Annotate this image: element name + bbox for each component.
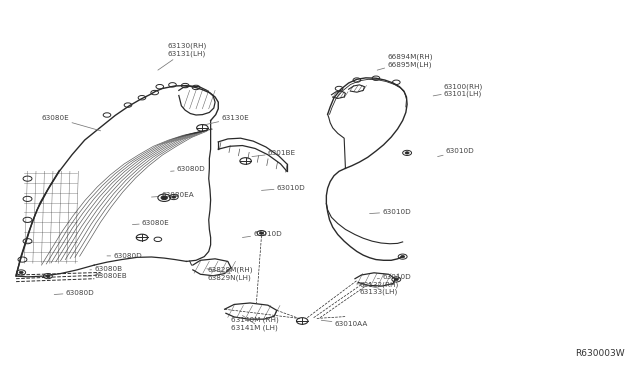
Text: 63080B: 63080B — [90, 266, 122, 272]
Text: 63130(RH)
63131(LH): 63130(RH) 63131(LH) — [158, 43, 207, 70]
Text: 63080D: 63080D — [171, 166, 205, 173]
Text: 63080EA: 63080EA — [152, 192, 194, 198]
Text: 63010D: 63010D — [369, 209, 411, 215]
Text: 63010AA: 63010AA — [321, 320, 368, 327]
Text: 63140M (RH)
63141M (LH): 63140M (RH) 63141M (LH) — [231, 315, 279, 331]
Text: 63130E: 63130E — [202, 115, 249, 125]
Text: 63080E: 63080E — [132, 220, 170, 226]
Circle shape — [259, 232, 264, 234]
Circle shape — [394, 278, 398, 280]
Circle shape — [172, 196, 176, 198]
Text: 63010D: 63010D — [377, 274, 411, 280]
Circle shape — [19, 271, 23, 273]
Text: 63010D: 63010D — [438, 148, 475, 157]
Text: 63100(RH)
63101(LH): 63100(RH) 63101(LH) — [433, 83, 483, 97]
Text: 63080E: 63080E — [42, 115, 100, 131]
Circle shape — [161, 196, 168, 200]
Text: 6301BE: 6301BE — [252, 150, 296, 157]
Circle shape — [401, 256, 404, 258]
Text: 63080EB: 63080EB — [83, 273, 127, 279]
Text: 63010D: 63010D — [262, 185, 305, 191]
Text: 63132(RH)
63133(LH): 63132(RH) 63133(LH) — [357, 281, 399, 295]
Text: R630003W: R630003W — [575, 349, 625, 358]
Text: 63010D: 63010D — [243, 231, 282, 237]
Circle shape — [405, 152, 409, 154]
Text: 63828M(RH)
63829N(LH): 63828M(RH) 63829N(LH) — [207, 267, 253, 280]
Text: 66894M(RH)
66895M(LH): 66894M(RH) 66895M(LH) — [377, 54, 433, 70]
Circle shape — [46, 275, 50, 277]
Text: 63080D: 63080D — [107, 253, 142, 259]
Text: 63080D: 63080D — [54, 290, 95, 296]
